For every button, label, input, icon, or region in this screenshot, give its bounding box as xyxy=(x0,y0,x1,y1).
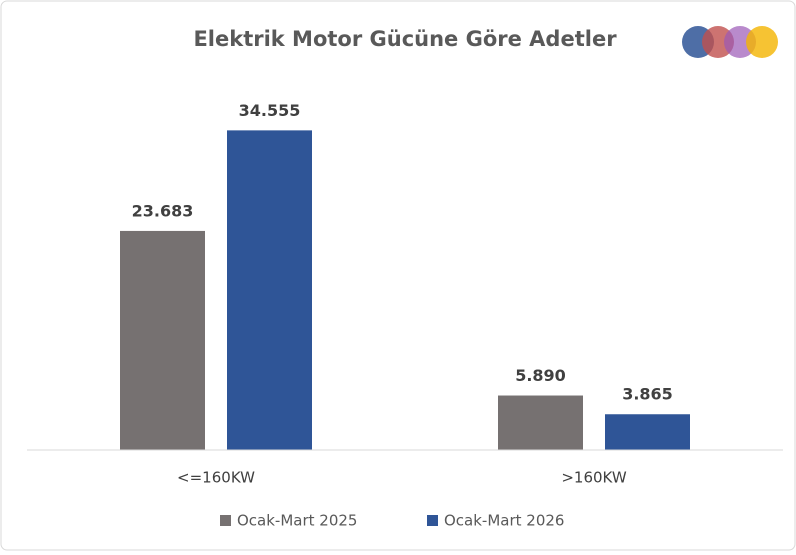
x-tick-label: <=160KW xyxy=(177,469,255,487)
chart-title: Elektrik Motor Gücüne Göre Adetler xyxy=(193,27,617,51)
legend-label: Ocak-Mart 2025 xyxy=(237,512,357,530)
x-tick-label: >160KW xyxy=(561,469,627,487)
logo xyxy=(682,26,778,58)
bar xyxy=(605,414,690,450)
legend-label: Ocak-Mart 2026 xyxy=(444,512,564,530)
value-label: 34.555 xyxy=(239,101,301,120)
legend-swatch xyxy=(427,515,438,526)
value-label: 23.683 xyxy=(132,201,194,220)
bar xyxy=(120,230,205,450)
value-label: 5.890 xyxy=(515,366,566,385)
bar xyxy=(498,395,583,450)
legend-swatch xyxy=(220,515,231,526)
value-label: 3.865 xyxy=(622,385,673,404)
bar xyxy=(227,130,312,450)
